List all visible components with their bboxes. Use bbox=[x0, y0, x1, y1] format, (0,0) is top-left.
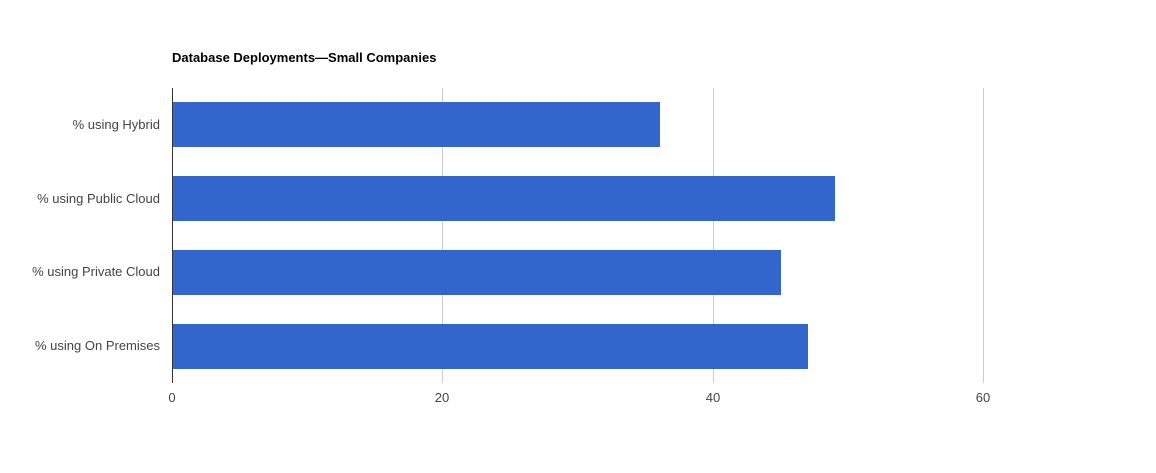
category-label-3: % using On Premises bbox=[35, 338, 160, 353]
bar-2[interactable] bbox=[173, 250, 781, 295]
bar-0[interactable] bbox=[173, 102, 660, 147]
gridline-60 bbox=[983, 88, 984, 383]
bar-1[interactable] bbox=[173, 176, 835, 221]
category-label-0: % using Hybrid bbox=[72, 117, 160, 132]
category-label-1: % using Public Cloud bbox=[37, 191, 160, 206]
gridline-20 bbox=[442, 88, 443, 383]
chart-title: Database Deployments—Small Companies bbox=[172, 50, 437, 65]
x-tick-label-40: 40 bbox=[705, 390, 721, 405]
x-tick-label-20: 20 bbox=[434, 390, 450, 405]
gridline-40 bbox=[713, 88, 714, 383]
bar-3[interactable] bbox=[173, 324, 808, 369]
x-tick-label-0: 0 bbox=[168, 390, 176, 405]
plot-area bbox=[172, 88, 1140, 383]
category-label-2: % using Private Cloud bbox=[32, 264, 160, 279]
x-tick-label-60: 60 bbox=[975, 390, 991, 405]
zero-axis-line bbox=[172, 88, 173, 383]
